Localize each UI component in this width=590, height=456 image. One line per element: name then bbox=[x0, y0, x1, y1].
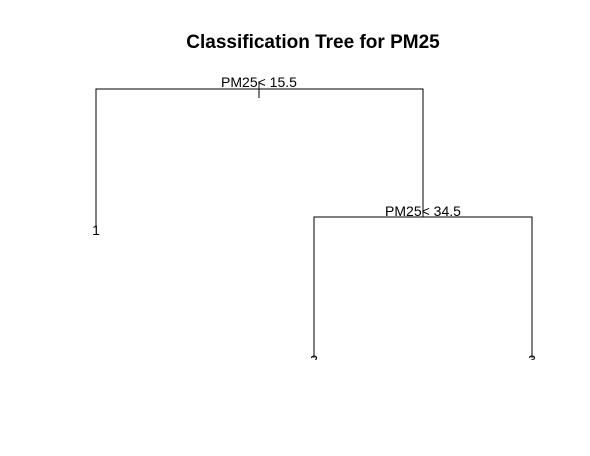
leaf-label-1: 1 bbox=[92, 222, 100, 238]
leaf-label-2-clip-mask bbox=[304, 360, 324, 370]
plot-title: Classification Tree for PM25 bbox=[186, 32, 440, 53]
root-label-clip-mask bbox=[180, 60, 340, 75]
leaf-label-3-clip-mask bbox=[522, 360, 542, 370]
inner-split-connector bbox=[313, 216, 533, 358]
inner-split-label: PM25< 34.5 bbox=[385, 203, 461, 219]
